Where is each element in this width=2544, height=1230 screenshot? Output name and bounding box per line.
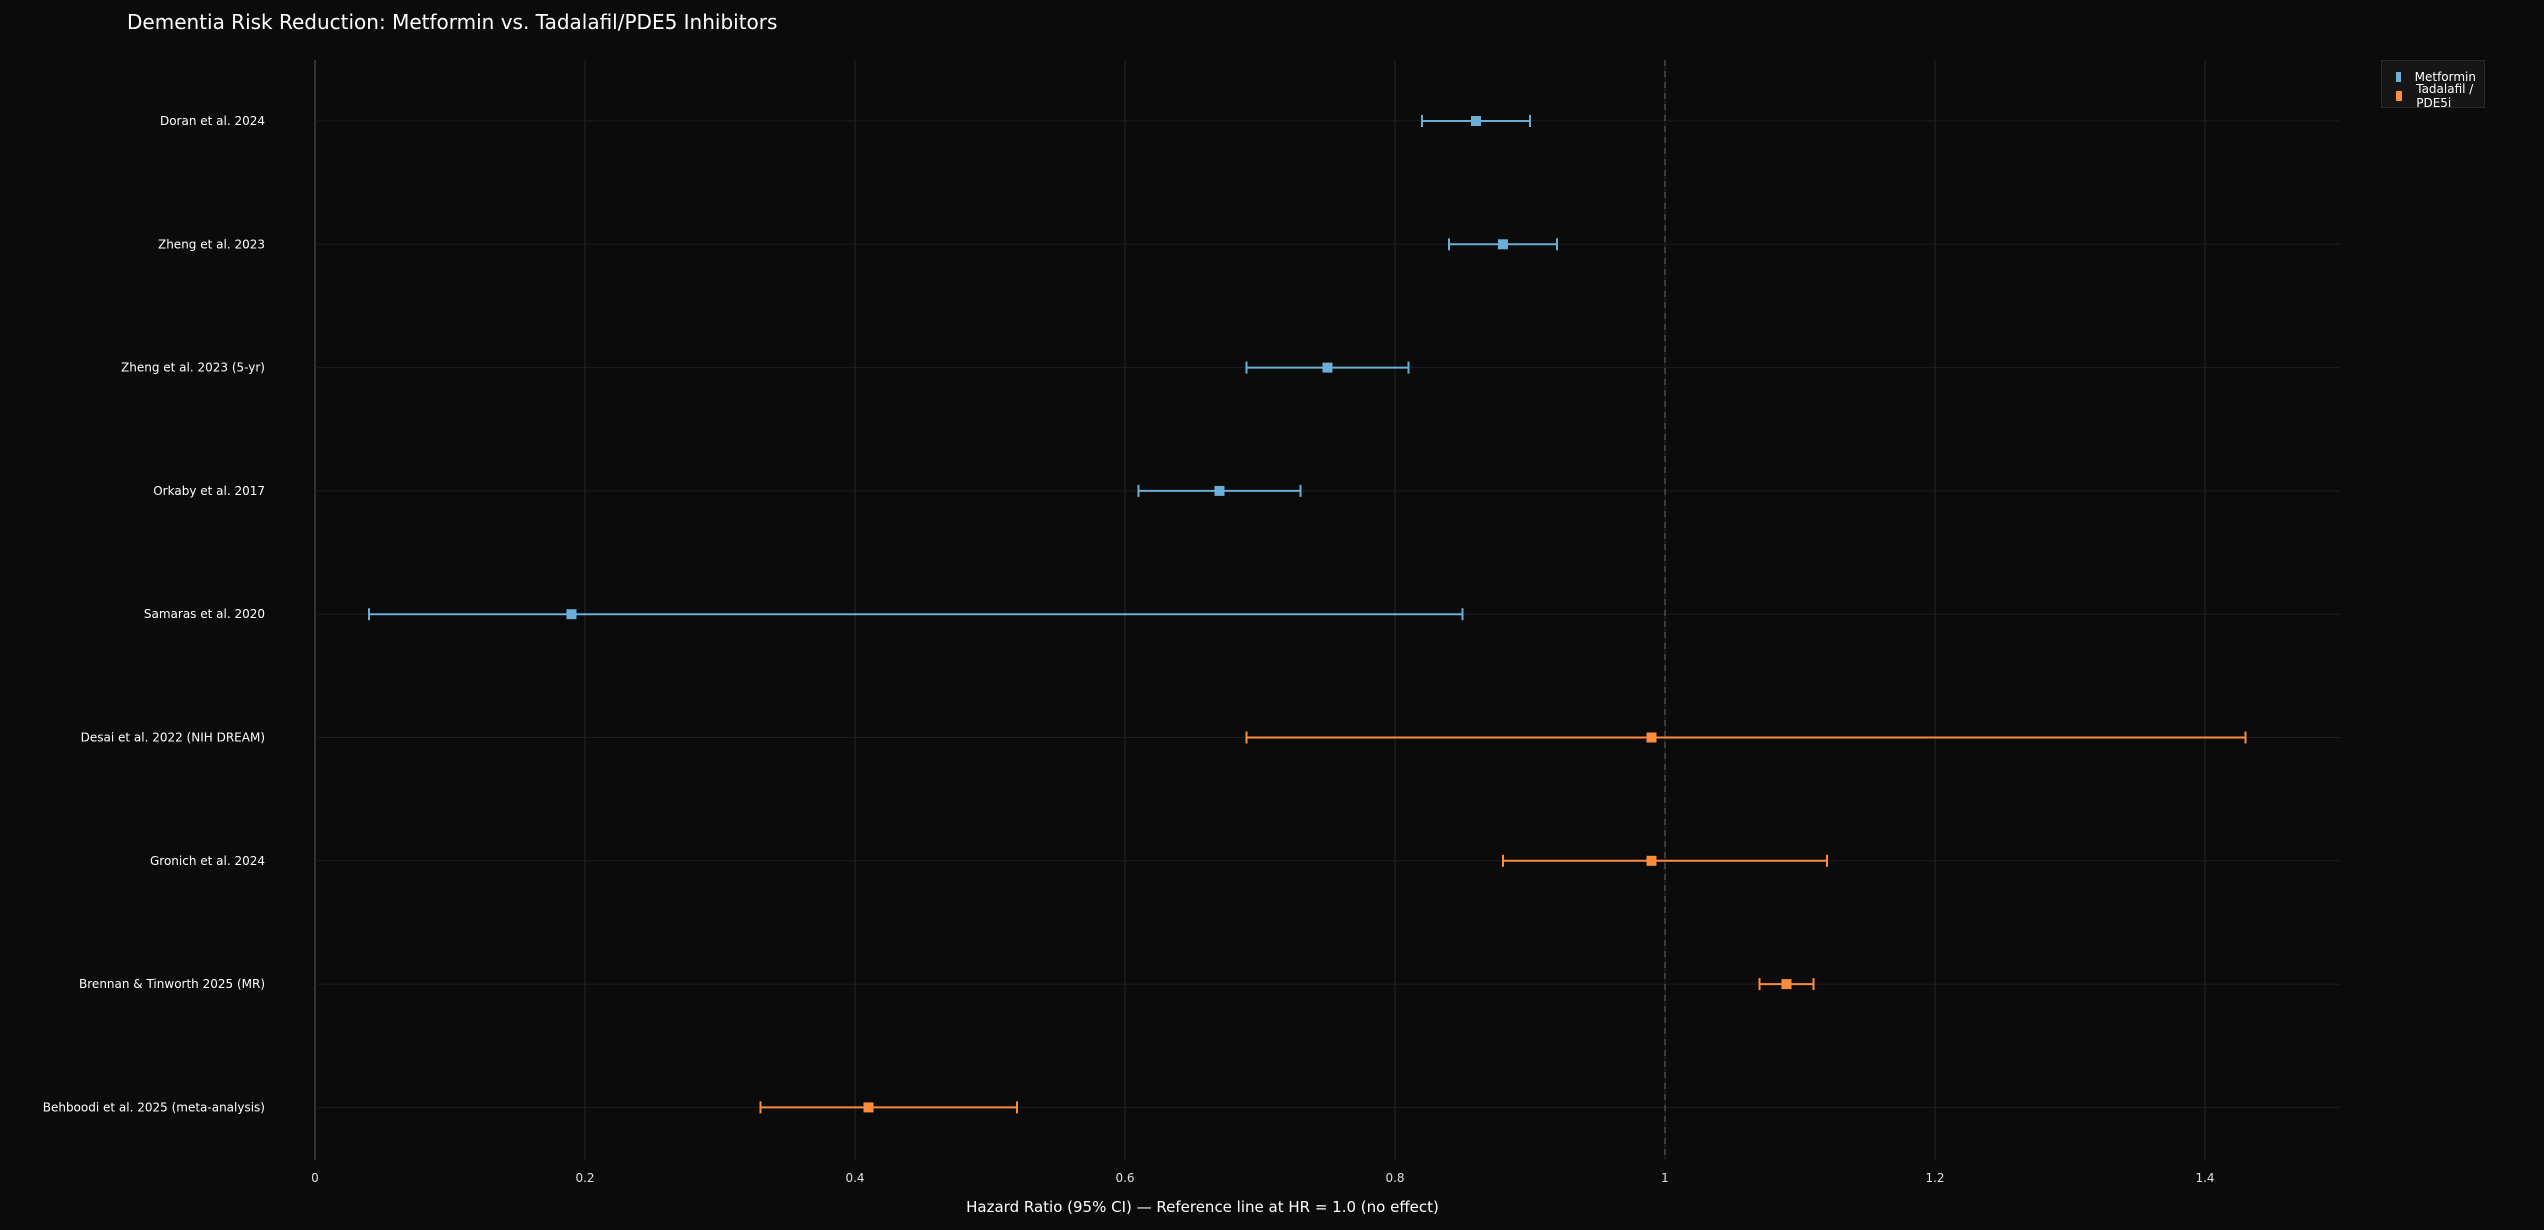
x-tick-label: 1.4 (2195, 1171, 2214, 1185)
legend-swatch-tadalafil (2396, 90, 2403, 101)
study-label: Gronich et al. 2024 (150, 854, 265, 868)
study-labels: Doran et al. 2024 Zheng et al. 2023 Zheng … (43, 114, 265, 1114)
legend-label-tadalafil: Tadalafil / PDE5i (2416, 81, 2474, 110)
hr-marker[interactable] (863, 1102, 874, 1113)
x-tick-label: 0.6 (1115, 1171, 1134, 1185)
hr-marker[interactable] (1214, 485, 1225, 496)
x-tick-label: 0.4 (845, 1171, 864, 1185)
study-label: Zheng et al. 2023 (158, 237, 265, 251)
x-tick-label: 0.2 (575, 1171, 594, 1185)
x-axis-label: Hazard Ratio (95% CI) — Reference line a… (966, 1198, 1439, 1216)
legend-swatch-metformin (2396, 71, 2401, 82)
study-label: Doran et al. 2024 (160, 114, 265, 128)
series-layer (368, 115, 2247, 1114)
hr-marker[interactable] (1471, 116, 1481, 126)
hr-marker[interactable] (1646, 732, 1657, 743)
hr-marker[interactable] (1498, 239, 1508, 250)
hr-marker[interactable] (566, 609, 577, 620)
study-label: Zheng et al. 2023 (5-yr) (121, 361, 265, 375)
x-tick-label: 1.2 (1925, 1171, 1944, 1185)
hr-marker[interactable] (1646, 855, 1657, 866)
legend: Metformin Tadalafil / PDE5i (2381, 60, 2485, 110)
x-tick-label: 1 (1661, 1171, 1669, 1185)
legend-item-metformin[interactable]: Metformin (2390, 67, 2476, 86)
grid-layer (314, 60, 2206, 1160)
x-tick-labels: 0 0.2 0.4 0.6 0.8 1 1.2 1.4 (311, 1171, 2214, 1185)
hr-marker[interactable] (1322, 362, 1333, 373)
chart-title: Dementia Risk Reduction: Metformin vs. T… (127, 10, 778, 34)
x-tick-label: 0.8 (1385, 1171, 1404, 1185)
study-label: Samaras et al. 2020 (144, 607, 265, 621)
legend-label-metformin: Metformin (2414, 69, 2476, 84)
hr-marker[interactable] (1781, 979, 1792, 990)
study-label: Brennan & Tinworth 2025 (MR) (79, 977, 265, 991)
study-label: Behboodi et al. 2025 (meta-analysis) (43, 1100, 265, 1114)
study-label: Desai et al. 2022 (NIH DREAM) (81, 731, 265, 745)
x-tick-label: 0 (311, 1171, 319, 1185)
study-label: Orkaby et al. 2017 (153, 484, 265, 498)
legend-item-tadalafil[interactable]: Tadalafil / PDE5i (2390, 82, 2476, 110)
